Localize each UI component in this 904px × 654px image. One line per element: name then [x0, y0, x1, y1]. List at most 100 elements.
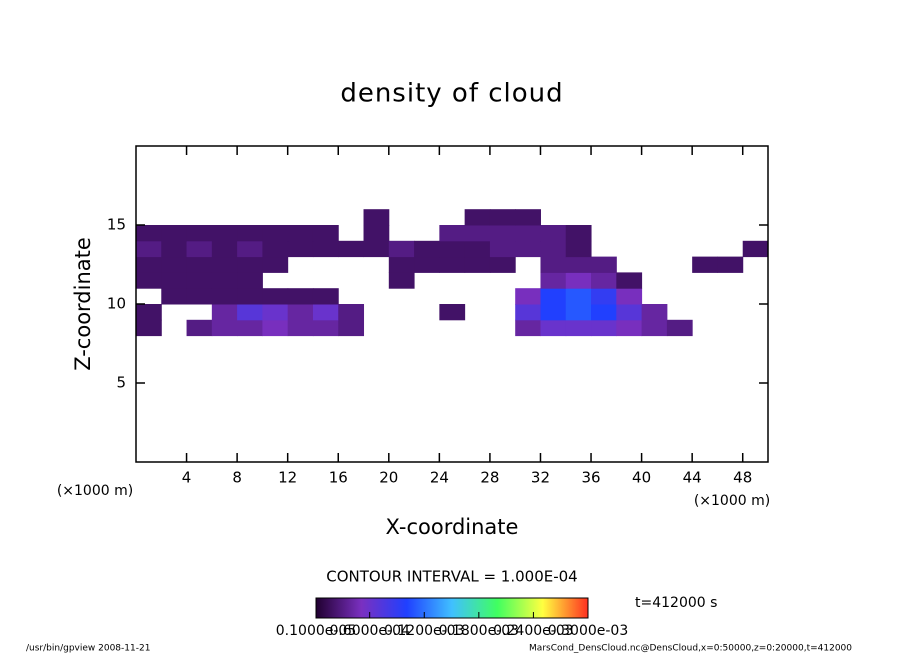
cell [641, 319, 668, 337]
cell [641, 304, 668, 321]
cell [211, 240, 238, 258]
cell [439, 304, 466, 321]
x-tick-label: 24 [430, 469, 449, 487]
cell [388, 272, 415, 289]
cell [439, 240, 466, 258]
cell [540, 304, 567, 321]
cell [565, 288, 592, 305]
cell [439, 225, 466, 242]
y-tick-label: 15 [107, 216, 126, 234]
cell [591, 256, 617, 273]
cell [287, 288, 314, 305]
cell [591, 304, 617, 321]
time-label: t=412000 s [635, 595, 717, 611]
cell [161, 288, 188, 305]
cell [464, 240, 491, 258]
colorbar-tick-label: 0.6000e-04 [329, 623, 410, 639]
cell [237, 319, 263, 337]
cell [262, 288, 289, 305]
cell [692, 256, 718, 273]
cell [237, 304, 263, 321]
cell [616, 288, 643, 305]
cell [489, 225, 516, 242]
chart-title: density of cloud [340, 79, 563, 109]
colorbar-tick-label: 0.1800e-03 [439, 623, 519, 639]
cell [211, 288, 238, 305]
cell [338, 240, 365, 258]
cell [616, 319, 643, 337]
cell [565, 304, 592, 321]
x-tick-label: 48 [733, 469, 752, 487]
cell [616, 272, 643, 289]
cell [312, 319, 339, 337]
cell [287, 319, 314, 337]
cell [186, 225, 213, 242]
x-tick-label: 36 [581, 469, 600, 487]
cell [136, 304, 162, 321]
cell [515, 288, 541, 305]
colorbar-tick-label: 0.3000e-03 [548, 623, 628, 639]
cell [312, 225, 339, 242]
cell [565, 225, 592, 242]
cell [540, 288, 567, 305]
x-unit: (×1000 m) [694, 493, 770, 509]
x-tick-label: 44 [683, 469, 702, 487]
cell [186, 319, 213, 337]
cell [540, 240, 567, 258]
cell [540, 256, 567, 273]
cell [338, 304, 365, 321]
cell [363, 209, 390, 226]
footer-left: /usr/bin/gpview 2008-11-21 [26, 644, 150, 654]
cell [515, 240, 541, 258]
y-axis-label: Z-coordinate [71, 237, 95, 371]
cell [464, 225, 491, 242]
cell [287, 304, 314, 321]
cell [591, 272, 617, 289]
cell [565, 319, 592, 337]
cell [591, 288, 617, 305]
y-unit: (×1000 m) [57, 483, 133, 499]
x-axis-label: X-coordinate [386, 515, 519, 539]
cell [161, 256, 188, 273]
footer-right: MarsCond_DensCloud.nc@DensCloud,x=0:5000… [529, 644, 852, 654]
cell [237, 240, 263, 258]
cell [211, 319, 238, 337]
cell [211, 272, 238, 289]
x-tick-label: 4 [182, 469, 192, 487]
cell [439, 256, 466, 273]
cell [237, 225, 263, 242]
cell [136, 256, 162, 273]
cell [388, 256, 415, 273]
cell [186, 272, 213, 289]
cell [161, 240, 188, 258]
cell [363, 225, 390, 242]
cell [312, 304, 339, 321]
cell [565, 240, 592, 258]
y-tick-label: 10 [107, 295, 126, 313]
cell [717, 256, 744, 273]
cell [540, 272, 567, 289]
x-tick-label: 16 [329, 469, 348, 487]
cell [262, 319, 289, 337]
cell [515, 319, 541, 337]
y-tick-label: 5 [116, 374, 126, 392]
cell [464, 209, 491, 226]
cell [338, 319, 365, 337]
cell [211, 256, 238, 273]
cell [363, 240, 390, 258]
cell [262, 240, 289, 258]
cell [161, 272, 188, 289]
cell [515, 225, 541, 242]
cell [136, 319, 162, 337]
cell [136, 272, 162, 289]
cell [565, 256, 592, 273]
cell [515, 304, 541, 321]
x-tick-label: 12 [278, 469, 297, 487]
cell [262, 304, 289, 321]
cell [414, 240, 440, 258]
cell [287, 240, 314, 258]
cell [489, 209, 516, 226]
x-tick-label: 40 [632, 469, 651, 487]
colorbar-tick-label: 0.1000e-05 [276, 623, 356, 639]
